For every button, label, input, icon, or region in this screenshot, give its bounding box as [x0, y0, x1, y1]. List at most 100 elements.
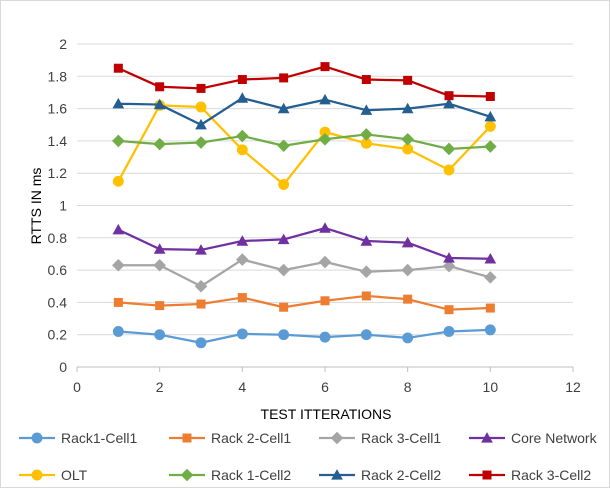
data-point [360, 265, 373, 279]
legend-label: Rack 3-Cell1 [361, 430, 441, 446]
legend-swatch-marker [182, 433, 192, 443]
x-tick-label: 2 [156, 379, 164, 395]
data-point [155, 301, 165, 311]
data-point [277, 102, 290, 114]
series-line [118, 258, 491, 288]
x-tick-label: 10 [483, 379, 499, 395]
data-point [195, 101, 207, 113]
data-point [443, 326, 455, 337]
legend-item-rack-3-cell1: Rack 3-Cell1 [319, 430, 441, 446]
legend-label: Core Network [511, 430, 598, 446]
data-point [112, 258, 125, 272]
x-tick-label: 4 [238, 379, 246, 395]
data-point [401, 236, 414, 248]
series-line [117, 226, 491, 260]
data-point [195, 337, 207, 349]
x-tick-label: 12 [565, 379, 581, 395]
data-point [195, 118, 207, 130]
series-rack-2-cell1 [113, 291, 495, 315]
series-rack-3-cell2 [113, 62, 495, 101]
y-tick-label: 0.4 [48, 294, 68, 310]
y-tick-label: 2 [59, 36, 67, 52]
data-point [194, 136, 208, 149]
data-point [443, 164, 455, 176]
data-point [154, 329, 166, 341]
legend-swatch-marker [330, 431, 344, 445]
y-tick-label: 1.2 [48, 165, 68, 181]
y-tick-label: 1.6 [48, 101, 68, 117]
legend-swatch-marker [180, 468, 194, 482]
data-point [153, 98, 166, 110]
data-point [484, 120, 496, 132]
legend-label: OLT [61, 467, 88, 483]
data-point [484, 252, 497, 264]
data-point [236, 253, 249, 266]
data-point [194, 279, 208, 293]
data-point [277, 233, 290, 245]
series-line [118, 133, 491, 151]
legend: Rack1-Cell1 Rack 2-Cell1 Rack 3-Cell1 Core … [19, 430, 598, 483]
data-point [485, 303, 495, 313]
data-point [153, 137, 166, 151]
data-point [442, 142, 456, 156]
data-point [360, 329, 372, 341]
legend-swatch-marker [331, 469, 343, 480]
data-point [278, 329, 290, 341]
legend-item-rack-3-cell2: Rack 3-Cell2 [469, 467, 591, 483]
data-point [279, 73, 289, 83]
data-point [444, 305, 454, 315]
series-line [118, 96, 491, 126]
y-tick-label: 1.4 [48, 133, 68, 149]
data-point [443, 97, 455, 109]
y-tick-label: 0.8 [48, 230, 68, 246]
legend-swatch-marker [31, 469, 43, 481]
data-point [277, 139, 290, 153]
data-point [360, 235, 373, 246]
series-line [118, 328, 491, 344]
data-point [361, 291, 371, 301]
data-point [112, 223, 125, 235]
series-line [117, 104, 492, 186]
x-tick-label: 8 [404, 379, 412, 395]
data-point [403, 75, 413, 85]
data-point [319, 222, 331, 233]
data-point [443, 252, 455, 263]
data-point [112, 134, 125, 148]
data-point [484, 271, 497, 284]
data-point [195, 244, 207, 255]
data-point [236, 129, 249, 143]
legend-item-rack-1-cell2: Rack 1-Cell2 [169, 467, 291, 483]
axes: 0 0.2 0.4 0.6 0.8 1 1.2 1.4 1.6 1.8 2 0 2 4 6 8 10 12 [48, 36, 581, 395]
series-rack-2-cell2 [112, 92, 497, 130]
data-point [112, 97, 125, 109]
data-point [236, 328, 248, 340]
data-point [236, 235, 249, 246]
legend-label: Rack 2-Cell2 [361, 467, 441, 483]
data-point [403, 294, 413, 304]
data-point [278, 179, 290, 190]
y-tick-label: 0.6 [48, 262, 68, 278]
data-point [237, 293, 247, 303]
data-point [196, 83, 206, 93]
data-point [318, 132, 332, 146]
x-tick-label: 0 [73, 379, 81, 395]
legend-label: Rack 3-Cell2 [511, 467, 591, 483]
series-lines [112, 62, 497, 349]
series-rack-3-cell1 [112, 253, 497, 293]
data-point [442, 259, 456, 273]
data-point [236, 92, 249, 103]
series-line [117, 65, 491, 98]
data-point [320, 62, 330, 72]
legend-swatch-marker [31, 432, 43, 444]
data-point [113, 63, 123, 73]
data-point [237, 75, 247, 85]
data-point [113, 297, 123, 307]
data-point [401, 102, 414, 114]
legend-item-core-network: Core Network [469, 430, 598, 446]
legend-swatch-marker [481, 432, 493, 443]
data-point [320, 296, 330, 306]
legend-swatch-marker [482, 470, 492, 480]
y-tick-label: 1 [59, 198, 67, 214]
